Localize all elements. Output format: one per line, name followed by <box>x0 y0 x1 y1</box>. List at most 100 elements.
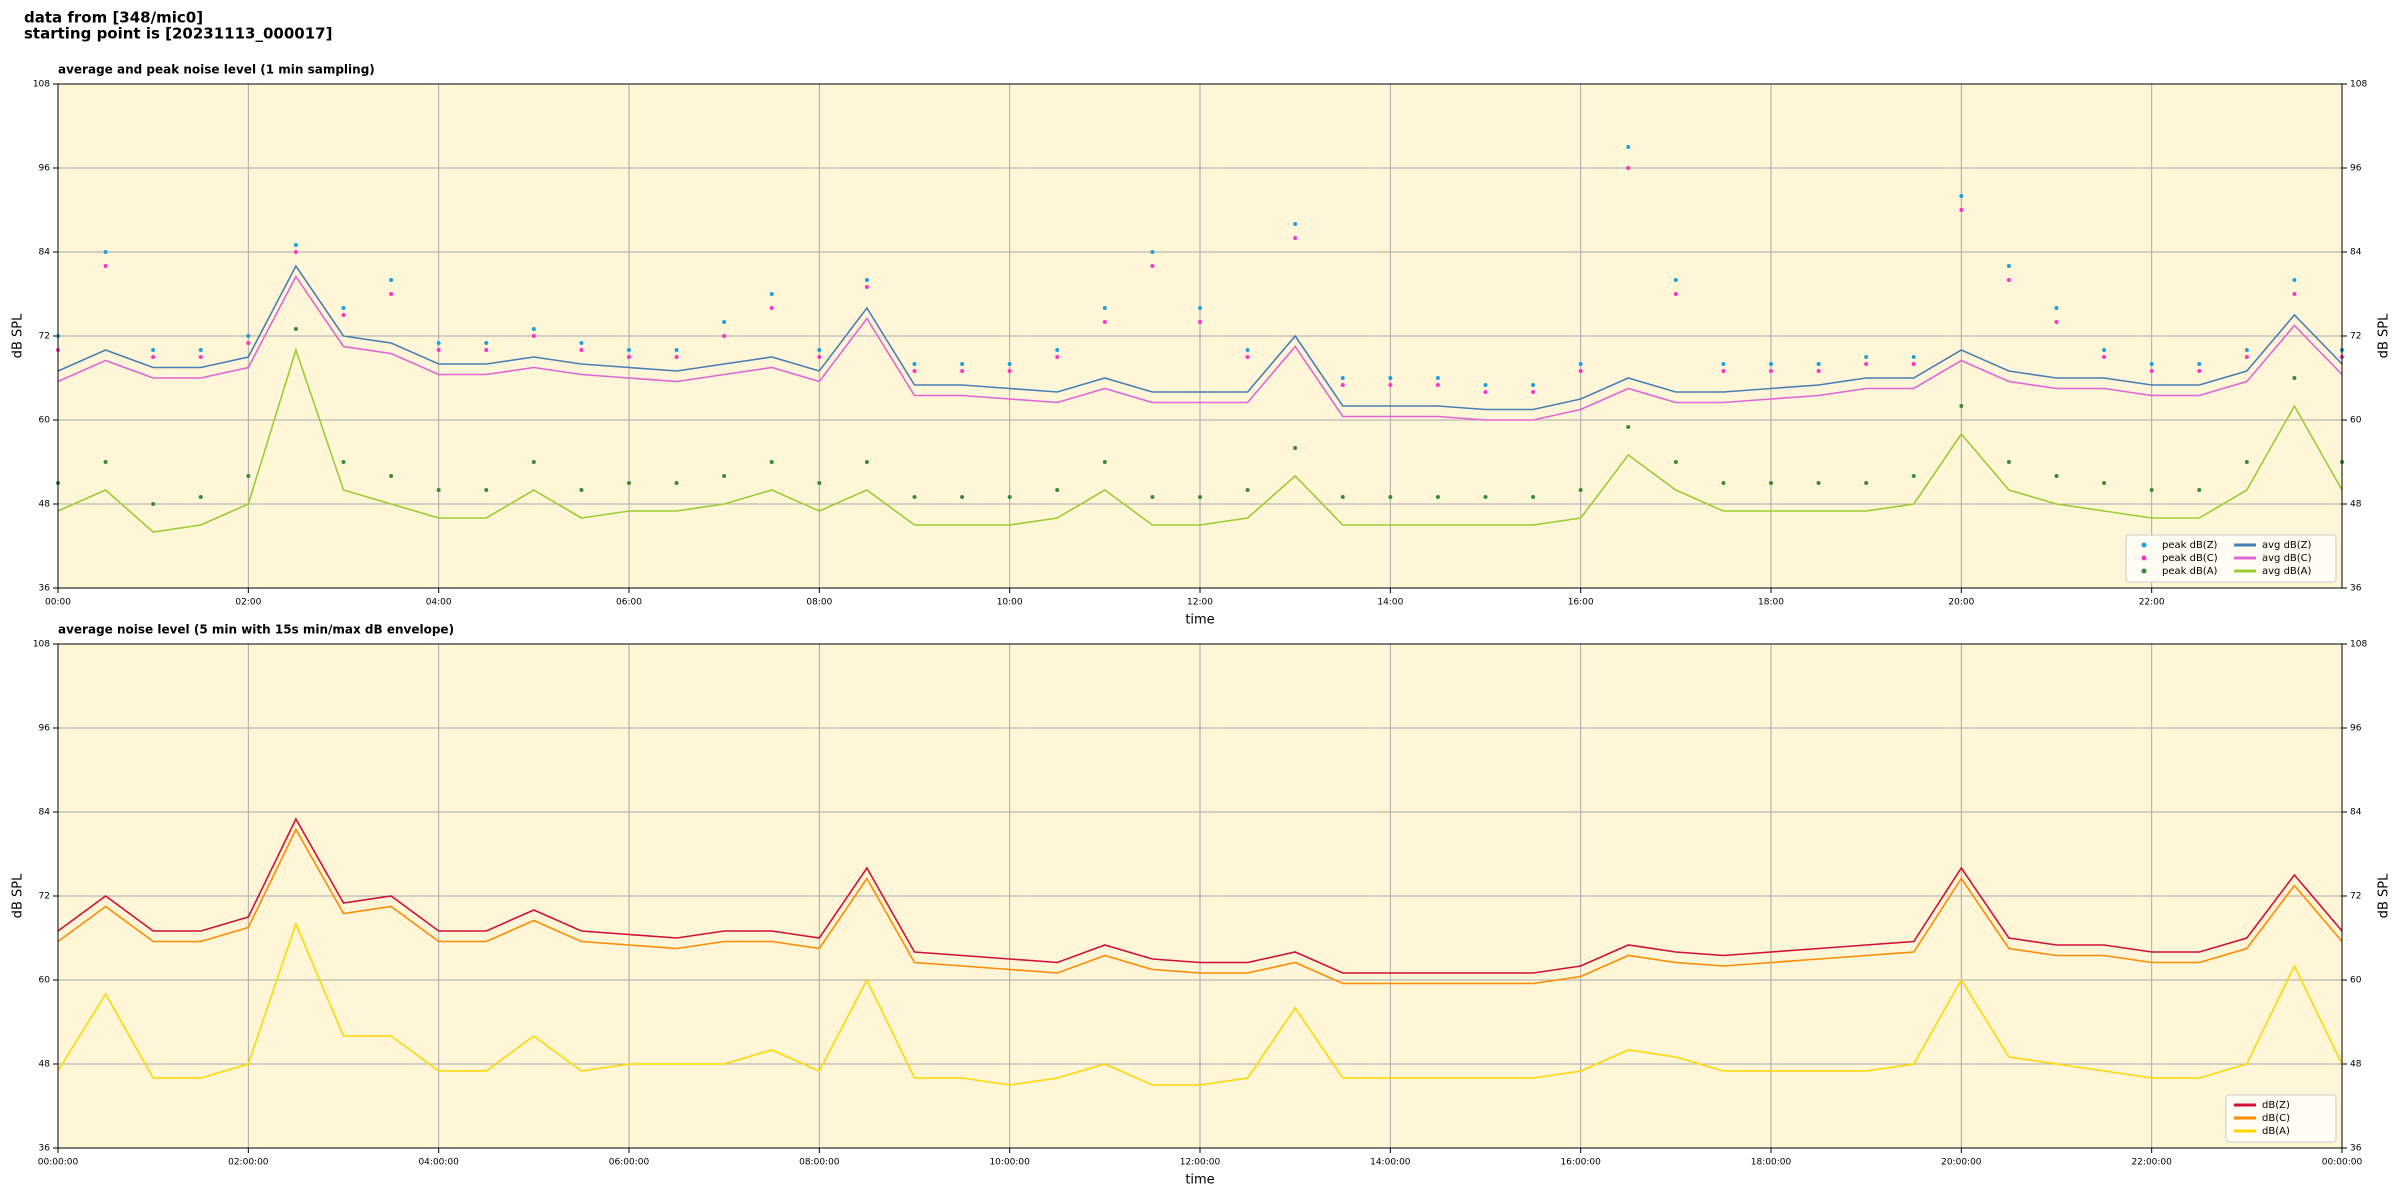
peak-point <box>722 474 727 478</box>
y-axis-label: dB SPL <box>2377 873 2392 918</box>
y-axis-label: dB SPL <box>2377 313 2392 358</box>
peak-point <box>1055 355 1060 359</box>
x-tick-label: 20:00:00 <box>1941 1158 1982 1168</box>
peak-point <box>1626 425 1631 429</box>
x-tick-label: 04:00:00 <box>418 1158 459 1168</box>
legend-label: avg dB(Z) <box>2262 540 2312 551</box>
peak-point <box>531 460 536 464</box>
x-tick-label: 16:00 <box>1568 598 1594 608</box>
x-tick-label: 18:00 <box>1758 598 1784 608</box>
y-tick-label: 96 <box>2350 164 2362 174</box>
legend-label: peak dB(Z) <box>2162 540 2218 551</box>
y-tick-label: 48 <box>2350 500 2362 510</box>
x-tick-label: 22:00:00 <box>2131 1158 2172 1168</box>
y-tick-label: 84 <box>2350 808 2362 818</box>
peak-point <box>674 355 679 359</box>
peak-point <box>1388 495 1393 499</box>
peak-point <box>1150 495 1155 499</box>
peak-point <box>293 243 298 247</box>
peak-point <box>2292 292 2297 296</box>
x-tick-label: 02:00:00 <box>228 1158 269 1168</box>
y-tick-label: 60 <box>2350 976 2362 986</box>
peak-point <box>1911 474 1916 478</box>
peak-point <box>151 348 156 352</box>
peak-point <box>817 355 822 359</box>
legend-marker <box>2141 542 2147 548</box>
x-axis-label: time <box>1185 613 1214 628</box>
peak-point <box>436 488 441 492</box>
peak-point <box>293 250 298 254</box>
x-tick-label: 16:00:00 <box>1560 1158 1601 1168</box>
y-tick-label: 108 <box>33 80 50 90</box>
peak-point <box>436 341 441 345</box>
peak-point <box>103 250 108 254</box>
peak-point <box>1007 362 1012 366</box>
peak-point <box>579 488 584 492</box>
x-tick-label: 00:00:00 <box>38 1158 79 1168</box>
peak-point <box>1721 481 1726 485</box>
y-tick-label: 96 <box>2350 724 2362 734</box>
peak-point <box>1293 446 1298 450</box>
peak-point <box>912 362 917 366</box>
peak-point <box>341 306 346 310</box>
chart: average and peak noise level (1 min samp… <box>11 63 2392 628</box>
series-line <box>57 274 2343 421</box>
chart: average noise level (5 min with 15s min/… <box>11 623 2392 1188</box>
peak-point <box>1435 383 1440 387</box>
peak-point <box>1007 495 1012 499</box>
peak-point <box>1055 488 1060 492</box>
peak-point <box>1816 369 1821 373</box>
peak-point <box>484 488 489 492</box>
legend-label: peak dB(A) <box>2162 566 2218 577</box>
peak-point <box>1388 376 1393 380</box>
peak-point <box>817 481 822 485</box>
peak-point <box>960 362 965 366</box>
peak-point <box>2197 488 2202 492</box>
peak-point <box>1435 376 1440 380</box>
peak-point <box>2244 355 2249 359</box>
peak-point <box>151 502 156 506</box>
chart-title: average and peak noise level (1 min samp… <box>58 63 375 77</box>
peak-point <box>2054 320 2059 324</box>
x-axis-label: time <box>1185 1173 1214 1188</box>
y-tick-label: 96 <box>39 724 51 734</box>
peak-point <box>674 348 679 352</box>
peak-point <box>1816 481 1821 485</box>
peak-point <box>912 369 917 373</box>
x-tick-label: 06:00 <box>616 598 642 608</box>
x-tick-label: 06:00:00 <box>609 1158 650 1168</box>
y-tick-label: 108 <box>33 640 50 650</box>
peak-point <box>2006 278 2011 282</box>
peak-point <box>1531 383 1536 387</box>
peak-point <box>864 278 869 282</box>
peak-point <box>1673 278 1678 282</box>
peak-point <box>389 278 394 282</box>
peak-point <box>722 320 727 324</box>
peak-point <box>1293 222 1298 226</box>
y-tick-label: 72 <box>2350 892 2361 902</box>
x-tick-label: 10:00 <box>997 598 1023 608</box>
peak-point <box>579 348 584 352</box>
peak-point <box>2149 369 2154 373</box>
peak-point <box>2292 278 2297 282</box>
peak-point <box>1483 383 1488 387</box>
peak-point <box>722 334 727 338</box>
peak-point <box>531 327 536 331</box>
peak-point <box>2102 348 2107 352</box>
x-tick-label: 04:00 <box>426 598 452 608</box>
header-line: data from [348/mic0] <box>24 9 203 27</box>
peak-point <box>2197 369 2202 373</box>
plot-frame <box>57 643 2343 1149</box>
peak-point <box>198 355 203 359</box>
plot-frame <box>57 83 2343 589</box>
header-line: starting point is [20231113_000017] <box>24 25 332 43</box>
peak-point <box>1578 362 1583 366</box>
peak-point <box>531 334 536 338</box>
legend-label: dB(C) <box>2262 1113 2290 1124</box>
peak-point <box>2054 474 2059 478</box>
peak-point <box>769 460 774 464</box>
y-tick-label: 48 <box>2350 1060 2362 1070</box>
x-tick-label: 08:00 <box>806 598 832 608</box>
